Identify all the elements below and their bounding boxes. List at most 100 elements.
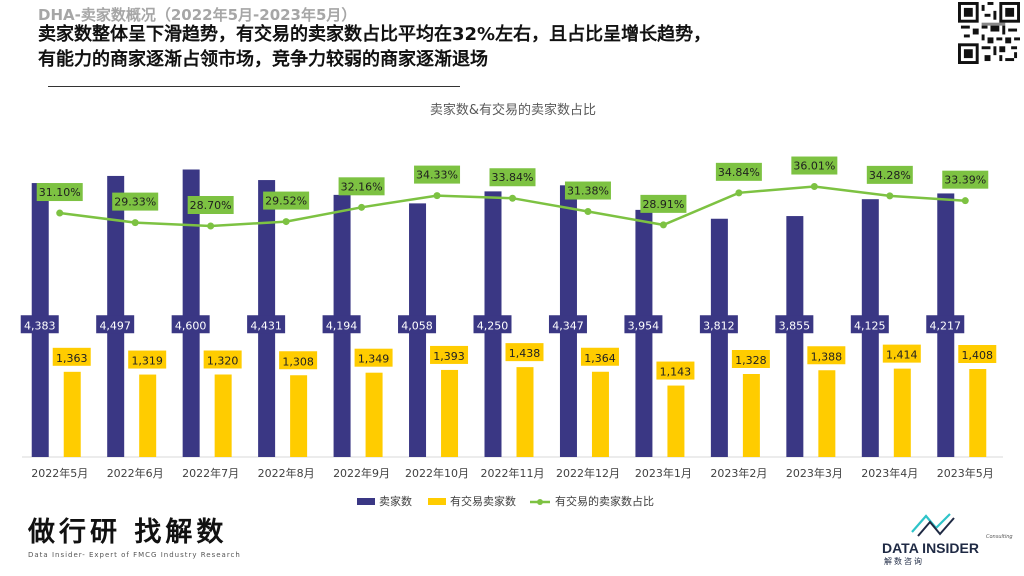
label-ratio-10: 36.01% xyxy=(793,160,835,173)
bar-trading-sellers-9 xyxy=(742,374,760,457)
label-bg-sellers-7 xyxy=(548,315,587,334)
label-bg-sellers-9 xyxy=(699,315,738,334)
label-trading-sellers-4: 1,349 xyxy=(358,353,390,366)
label-sellers-2: 4,600 xyxy=(175,319,207,332)
bar-trading-sellers-12 xyxy=(969,369,987,457)
ratio-point-7 xyxy=(584,208,592,216)
label-bg-ratio-9 xyxy=(715,162,762,181)
data-insider-logo-icon xyxy=(911,513,955,537)
bar-trading-sellers-0 xyxy=(63,371,81,457)
label-bg-trading-sellers-3 xyxy=(279,351,318,370)
legend-label-trading-sellers: 有交易卖家数 xyxy=(450,494,516,508)
label-bg-ratio-11 xyxy=(866,165,913,184)
label-bg-ratio-5 xyxy=(414,165,461,184)
x-tick-label-2: 2022年7月 xyxy=(182,466,239,480)
label-sellers-1: 4,497 xyxy=(99,319,131,332)
ratio-point-10 xyxy=(810,183,818,191)
ratio-point-11 xyxy=(886,192,894,200)
x-tick-label-12: 2023年5月 xyxy=(937,466,994,480)
qr-code-icon[interactable] xyxy=(958,2,1020,64)
label-ratio-8: 28.91% xyxy=(642,198,684,211)
label-bg-trading-sellers-12 xyxy=(958,345,997,363)
x-axis-ticks: 2022年5月 2022年6月 2022年7月 2022年8月 2022年9月 2022年… xyxy=(31,466,994,480)
label-trading-sellers-1: 1,319 xyxy=(131,355,163,368)
bar-trading-sellers-11 xyxy=(893,368,911,457)
label-sellers-6: 4,250 xyxy=(477,319,509,332)
line-series-trading-ratio: 31.10% 29.33% 28.70% 29.52% 32.16% 34.33% 33.8… xyxy=(36,156,989,230)
label-trading-sellers-8: 1,143 xyxy=(660,366,692,379)
legend-marker-ratio xyxy=(537,499,543,505)
label-sellers-10: 3,855 xyxy=(779,319,811,332)
label-trading-sellers-10: 1,388 xyxy=(811,350,843,363)
label-trading-sellers-3: 1,308 xyxy=(282,355,314,368)
label-ratio-5: 34.33% xyxy=(416,169,458,182)
label-sellers-7: 4,347 xyxy=(552,319,584,332)
label-sellers-11: 4,125 xyxy=(854,319,886,332)
legend-swatch-trading-sellers xyxy=(428,498,446,505)
label-ratio-4: 32.16% xyxy=(341,180,383,193)
x-tick-label-6: 2022年11月 xyxy=(481,466,545,480)
legend-swatch-sellers xyxy=(357,498,375,505)
label-trading-sellers-5: 1,393 xyxy=(433,350,465,363)
label-bg-ratio-7 xyxy=(564,181,611,200)
ratio-point-0 xyxy=(56,209,64,217)
label-bg-ratio-2 xyxy=(187,196,234,214)
label-bg-trading-sellers-5 xyxy=(430,345,469,364)
label-bg-sellers-12 xyxy=(926,315,965,334)
label-bg-sellers-0 xyxy=(20,315,59,334)
x-tick-label-7: 2022年12月 xyxy=(556,466,620,480)
label-bg-sellers-5 xyxy=(398,315,437,334)
label-ratio-2: 28.70% xyxy=(190,199,232,212)
label-bg-trading-sellers-1 xyxy=(128,350,167,369)
label-trading-sellers-2: 1,320 xyxy=(207,355,239,368)
ratio-point-1 xyxy=(131,219,139,227)
label-sellers-9: 3,812 xyxy=(703,319,735,332)
ratio-point-6 xyxy=(509,194,516,202)
logo-text: DATA INSIDER xyxy=(882,540,979,556)
bar-trading-sellers-10 xyxy=(818,370,836,457)
label-bg-sellers-3 xyxy=(247,315,286,334)
label-bg-sellers-11 xyxy=(850,315,889,334)
ratio-point-2 xyxy=(207,222,215,230)
bar-trading-sellers-8 xyxy=(667,385,685,457)
brand-tagline: Data Insider- Expert of FMCG Industry Re… xyxy=(28,551,241,559)
ratio-point-5 xyxy=(433,192,441,200)
bar-sellers-10 xyxy=(786,216,804,457)
label-bg-ratio-6 xyxy=(489,168,536,187)
bars-series-trading-sellers xyxy=(63,367,987,457)
bar-trading-sellers-3 xyxy=(290,375,308,457)
label-ratio-11: 34.28% xyxy=(869,169,911,182)
bar-trading-sellers-6 xyxy=(516,367,534,457)
title-divider xyxy=(48,86,460,87)
label-bg-trading-sellers-10 xyxy=(807,346,846,365)
label-trading-sellers-9: 1,328 xyxy=(735,354,767,367)
x-tick-label-10: 2023年3月 xyxy=(786,466,843,480)
label-bg-ratio-0 xyxy=(36,183,83,202)
label-bg-trading-sellers-11 xyxy=(882,344,921,363)
chart-title: 卖家数&有交易的卖家数占比 xyxy=(430,102,596,118)
legend: 卖家数 有交易卖家数 有交易的卖家数占比 xyxy=(357,494,654,508)
headline-line-2: 有能力的商家逐渐占领市场，竞争力较弱的商家逐渐退场 xyxy=(38,49,488,70)
ratio-point-12 xyxy=(961,197,969,205)
bar-trading-sellers-5 xyxy=(441,369,459,457)
page-subtitle: DHA-卖家数概况（2022年5月-2023年5月） xyxy=(38,6,357,24)
legend-label-ratio: 有交易的卖家数占比 xyxy=(555,494,654,508)
bar-sellers-8 xyxy=(635,209,653,457)
legend-label-sellers: 卖家数 xyxy=(379,494,412,508)
label-bg-trading-sellers-8 xyxy=(656,361,695,380)
headline: 卖家数整体呈下滑趋势，有交易的卖家数占比平均在32%左右，且占比呈增长趋势， 有… xyxy=(38,22,918,72)
x-tick-label-9: 2023年2月 xyxy=(710,466,767,480)
label-bg-sellers-4 xyxy=(322,315,361,334)
bar-trading-sellers-4 xyxy=(365,372,383,457)
x-tick-label-4: 2022年9月 xyxy=(333,466,390,480)
bar-trading-sellers-7 xyxy=(591,371,609,457)
x-tick-label-11: 2023年4月 xyxy=(861,466,918,480)
label-sellers-12: 4,217 xyxy=(930,319,962,332)
label-trading-sellers-7: 1,364 xyxy=(584,352,616,365)
x-tick-label-8: 2023年1月 xyxy=(635,466,692,480)
label-ratio-12: 33.39% xyxy=(944,174,986,187)
label-sellers-4: 4,194 xyxy=(326,319,358,332)
label-sellers-0: 4,383 xyxy=(24,319,56,332)
label-ratio-9: 34.84% xyxy=(718,166,760,179)
logo-subtext: 解数咨询 xyxy=(884,557,924,566)
